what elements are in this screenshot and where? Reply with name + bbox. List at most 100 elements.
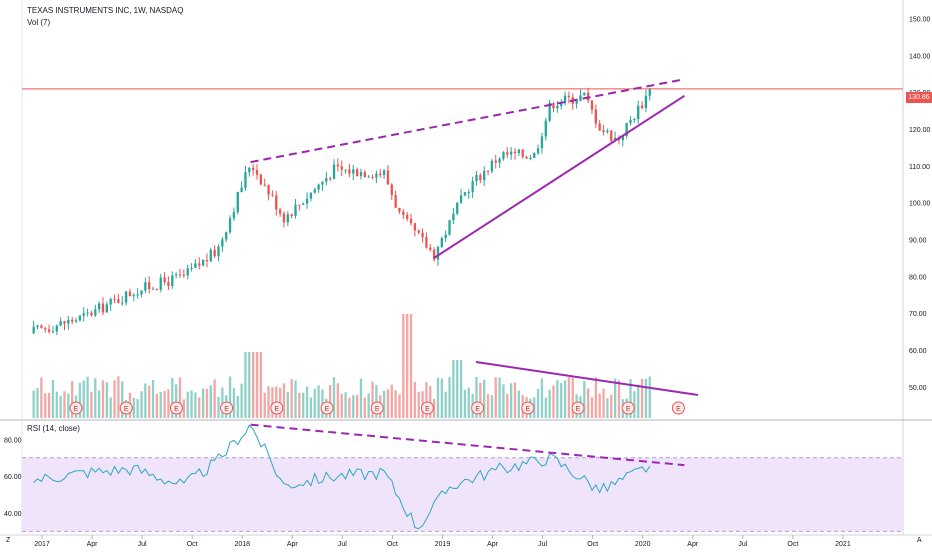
volume-bar [201, 388, 205, 418]
candle-body [325, 178, 328, 182]
candle-body [155, 288, 159, 290]
candle-body [467, 192, 470, 194]
volume-bar [113, 380, 116, 418]
earnings-marker [370, 401, 384, 415]
candle-body [205, 259, 209, 262]
candle-body [309, 192, 313, 199]
volume-bar [444, 391, 447, 418]
candle-body [101, 303, 105, 313]
volume-bar [363, 397, 366, 418]
time-tick-label: 2020 [635, 541, 651, 548]
candle-body [132, 294, 135, 297]
volume-bar [213, 379, 216, 418]
candle-body [590, 100, 594, 110]
volume-bar [417, 391, 420, 418]
candle-body [136, 294, 139, 296]
auto-scale-toggle[interactable]: A [917, 537, 922, 544]
volume-bar [205, 388, 209, 418]
candle-body [598, 123, 601, 131]
volume-bar [633, 391, 636, 418]
rsi-label: RSI (14, close) [27, 424, 80, 433]
volume-bar [540, 378, 544, 418]
timezone-toggle[interactable]: Z [6, 537, 11, 544]
volume-bar [136, 399, 139, 418]
time-tick-label: Jul [338, 541, 347, 548]
volume-bar [571, 377, 574, 418]
candle-body [640, 105, 644, 109]
candle-body [567, 95, 571, 98]
volume-bar [479, 382, 482, 418]
volume-bar [506, 394, 509, 418]
candle-body [151, 288, 155, 290]
candle-body [86, 312, 89, 314]
volume-bar [286, 391, 289, 418]
volume-bar [182, 399, 186, 418]
candle-body [198, 263, 201, 266]
price-tick-label: 150.00 [909, 16, 931, 23]
volume-bar [97, 390, 101, 418]
candle-body [521, 149, 524, 157]
volume-bar [432, 399, 436, 418]
volume-bar [240, 383, 243, 418]
volume-bar [359, 378, 363, 418]
volume-bar [490, 395, 494, 418]
time-tick-label: 2017 [34, 541, 50, 548]
volume-bar [456, 360, 459, 418]
price-tick-label: 110.00 [909, 164, 930, 171]
time-tick-label: Apr [487, 541, 499, 548]
earnings-marker [471, 401, 485, 415]
time-tick-label: Jul [538, 541, 547, 548]
volume-bar [390, 384, 393, 418]
earnings-marker-label: E [475, 406, 480, 413]
earnings-marker-label: E [224, 406, 229, 413]
earnings-marker [320, 401, 334, 415]
earnings-marker-label: E [124, 406, 129, 413]
volume-bar [236, 395, 239, 418]
volume-bar [452, 360, 455, 418]
time-tick-label: Oct [587, 541, 598, 548]
volume-bar [313, 388, 316, 418]
earnings-marker [119, 401, 133, 415]
candle-body [556, 105, 559, 109]
volume-bar [71, 381, 74, 418]
candle-body [483, 170, 486, 181]
volume-downtrend-line [475, 361, 699, 396]
candle-body [63, 321, 66, 324]
candle-body [294, 204, 297, 217]
candle-body [479, 175, 482, 181]
earnings-marker-label: E [576, 406, 581, 413]
candle-body [221, 239, 224, 247]
candle-body [425, 237, 428, 248]
volume-bar [598, 393, 601, 418]
volume-bar [317, 385, 320, 418]
candle-body [644, 95, 648, 109]
candle-body [171, 275, 174, 286]
candle-body [232, 212, 236, 219]
earnings-marker-label: E [425, 406, 430, 413]
volume-bar [186, 391, 189, 418]
candle-body [398, 207, 401, 212]
volume-bar [563, 380, 567, 418]
volume-bar [498, 377, 501, 418]
volume-bar [552, 385, 555, 418]
volume-bar [355, 395, 359, 418]
volume-bar [44, 393, 47, 418]
candle-body [282, 213, 286, 223]
volume-bar [336, 383, 340, 418]
candle-body [367, 176, 370, 178]
price-tick-label: 50.00 [909, 385, 927, 392]
volume-bar [617, 380, 621, 418]
earnings-marker [220, 401, 234, 415]
price-tick-label: 140.00 [909, 53, 931, 60]
candle-body [140, 290, 143, 295]
earnings-marker [270, 401, 284, 415]
volume-bar [94, 378, 97, 418]
upper-resistance-trendline [250, 78, 685, 164]
time-tick-label: Apr [87, 541, 99, 548]
earnings-marker-label: E [274, 406, 279, 413]
candle-body [594, 109, 598, 124]
volume-bar [536, 388, 540, 418]
candle-body [452, 213, 455, 221]
